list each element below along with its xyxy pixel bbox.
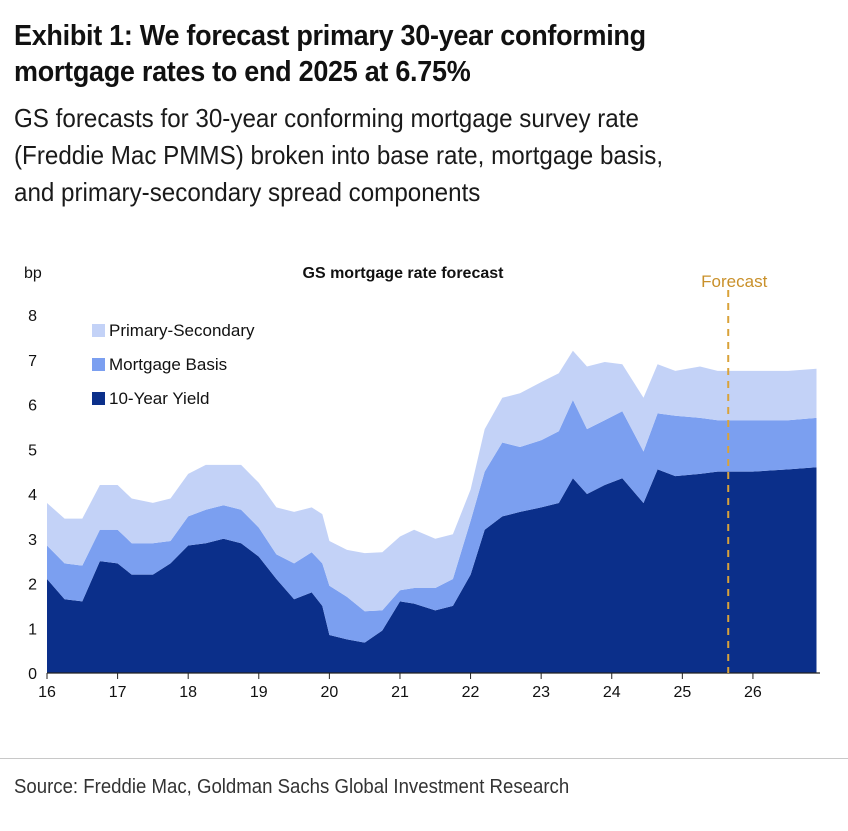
- legend-item-10-year-yield: 10-Year Yield: [92, 389, 210, 408]
- x-tick-label: 22: [462, 684, 480, 701]
- y-axis-label: bp: [24, 265, 42, 282]
- exhibit-subtitle: GS forecasts for 30-year conforming mort…: [14, 100, 814, 211]
- x-tick-label: 20: [320, 684, 338, 701]
- legend-item-mortgage-basis: Mortgage Basis: [92, 355, 227, 374]
- subtitle-line-1: GS forecasts for 30-year conforming mort…: [14, 103, 639, 133]
- x-tick-label: 24: [603, 684, 621, 701]
- area-layers: [47, 350, 817, 673]
- footer-divider: [0, 758, 848, 759]
- title-line-2: mortgage rates to end 2025 at 6.75%: [14, 56, 471, 88]
- area-10-year-yield: [47, 467, 817, 673]
- y-tick-label: 7: [28, 353, 37, 370]
- chart-legend: Primary-Secondary Mortgage Basis 10-Year Y…: [92, 321, 255, 408]
- subtitle-line-2: (Freddie Mac PMMS) broken into base rate…: [14, 140, 664, 170]
- y-axis: 0 1 2 3 4 5 6 7 8: [28, 308, 37, 683]
- legend-label: 10-Year Yield: [109, 389, 210, 408]
- x-tick-label: 17: [109, 684, 127, 701]
- x-tick-label: 21: [391, 684, 409, 701]
- x-tick-label: 25: [673, 684, 691, 701]
- x-tick-label: 23: [532, 684, 550, 701]
- legend-swatch: [92, 392, 105, 405]
- source-note: Source: Freddie Mac, Goldman Sachs Globa…: [14, 776, 570, 798]
- forecast-label: Forecast: [701, 272, 767, 291]
- y-tick-label: 1: [28, 621, 37, 638]
- y-tick-label: 8: [28, 308, 37, 325]
- legend-item-primary-secondary: Primary-Secondary: [92, 321, 255, 340]
- area-primary-secondary: [47, 350, 817, 612]
- y-tick-label: 3: [28, 532, 37, 549]
- title-line-1: Exhibit 1: We forecast primary 30-year c…: [14, 20, 646, 52]
- subtitle-line-3: and primary-secondary spread components: [14, 177, 481, 207]
- legend-swatch: [92, 358, 105, 371]
- area-mortgage-basis: [47, 400, 817, 643]
- exhibit-title: Exhibit 1: We forecast primary 30-year c…: [14, 18, 777, 90]
- y-tick-label: 6: [28, 398, 37, 415]
- x-tick-label: 16: [38, 684, 56, 701]
- y-tick-label: 5: [28, 442, 37, 459]
- x-tick-label: 26: [744, 684, 762, 701]
- chart-title: GS mortgage rate forecast: [303, 265, 505, 282]
- legend-label: Primary-Secondary: [109, 321, 255, 340]
- x-axis: 16 17 18 19 20 21 22 23 24 25 26: [38, 672, 820, 701]
- legend-label: Mortgage Basis: [109, 355, 227, 374]
- x-tick-label: 18: [179, 684, 197, 701]
- legend-swatch: [92, 324, 105, 337]
- y-tick-label: 0: [28, 666, 37, 683]
- y-tick-label: 2: [28, 577, 37, 594]
- y-tick-label: 4: [28, 487, 37, 504]
- x-tick-label: 19: [250, 684, 268, 701]
